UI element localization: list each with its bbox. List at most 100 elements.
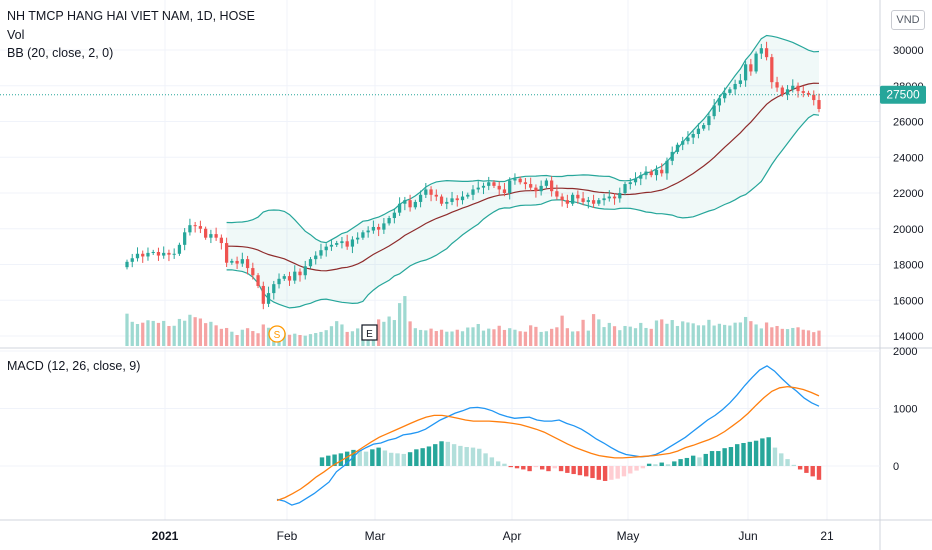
volume-bar bbox=[324, 330, 328, 346]
volume-bar bbox=[340, 324, 344, 346]
volume-bar bbox=[681, 321, 685, 346]
split-marker bbox=[268, 325, 286, 343]
price-tick-label: 24000 bbox=[893, 152, 924, 164]
candle-body bbox=[340, 241, 344, 244]
volume-bar bbox=[623, 325, 627, 346]
volume-bar bbox=[749, 321, 753, 346]
candle-body bbox=[130, 258, 134, 262]
candle-body bbox=[298, 271, 302, 276]
candle-body bbox=[413, 201, 417, 208]
volume-bar bbox=[219, 328, 223, 346]
currency-button[interactable]: VND bbox=[891, 10, 925, 30]
candle-body bbox=[612, 196, 617, 199]
histogram-bar bbox=[653, 464, 658, 466]
volume-bar bbox=[377, 319, 381, 346]
histogram-bar bbox=[621, 466, 627, 477]
candle-body bbox=[487, 182, 491, 186]
candle-body bbox=[764, 48, 769, 58]
histogram-bar bbox=[376, 447, 381, 466]
volume-bar bbox=[785, 329, 790, 346]
candle-body bbox=[686, 137, 690, 142]
histogram-bar bbox=[508, 466, 513, 468]
volume-bar bbox=[251, 331, 255, 346]
candle-body bbox=[266, 293, 271, 304]
candle-body bbox=[602, 198, 606, 201]
candle-body bbox=[749, 64, 753, 72]
candle-body bbox=[523, 182, 528, 185]
volume-bar bbox=[670, 320, 674, 346]
macd-label[interactable]: MACD (12, 26, close, 9) bbox=[7, 359, 141, 373]
histogram-bar bbox=[659, 462, 664, 466]
candle-body bbox=[796, 85, 800, 92]
histogram-bar bbox=[766, 437, 771, 466]
volume-bar bbox=[445, 331, 449, 346]
volume-bar bbox=[743, 316, 748, 346]
candle-body bbox=[502, 189, 507, 193]
histogram-bar bbox=[690, 455, 696, 466]
markers: 27500 S E bbox=[0, 85, 926, 343]
candle-body bbox=[665, 160, 669, 174]
bollinger-label[interactable]: BB (20, close, 2, 0) bbox=[7, 46, 114, 60]
volume-bar bbox=[382, 321, 386, 346]
histogram-bar bbox=[716, 451, 721, 466]
volume-bar bbox=[812, 332, 816, 346]
candle-body bbox=[607, 196, 611, 199]
volume-bar bbox=[408, 321, 412, 346]
volume-bar bbox=[607, 322, 611, 346]
candle-body bbox=[429, 189, 433, 195]
candle-body bbox=[361, 232, 365, 238]
candle-body bbox=[350, 239, 355, 247]
histogram-bar bbox=[439, 441, 444, 466]
volume-bar bbox=[397, 303, 402, 346]
candle-body bbox=[177, 244, 182, 254]
candle-body bbox=[534, 187, 538, 192]
volume-bar bbox=[424, 330, 428, 346]
candle-body bbox=[497, 185, 501, 190]
candle-body bbox=[235, 260, 239, 264]
price-tick-label: 30000 bbox=[893, 45, 924, 57]
volume-bar bbox=[649, 328, 653, 346]
histogram-bar bbox=[634, 466, 639, 471]
volume-bar bbox=[550, 328, 554, 346]
histogram-bar bbox=[665, 464, 671, 466]
volume-bar bbox=[314, 333, 318, 346]
volume-bar bbox=[245, 328, 250, 346]
candle-body bbox=[392, 212, 396, 219]
candle-body bbox=[581, 198, 585, 202]
volume-bar bbox=[686, 322, 690, 346]
histogram-bar bbox=[539, 466, 545, 470]
histogram-bar bbox=[772, 447, 778, 466]
volume-bar bbox=[513, 329, 517, 346]
price-axis[interactable]: 1400016000180002000022000240002600028000… bbox=[893, 45, 924, 473]
candle-body bbox=[565, 200, 569, 204]
volume-bar bbox=[665, 323, 669, 346]
volume-bar bbox=[691, 323, 695, 346]
time-axis[interactable]: 2021 Feb Mar Apr May Jun 21 bbox=[152, 529, 834, 543]
candle-body bbox=[570, 194, 575, 204]
volume-bar bbox=[806, 330, 811, 346]
histogram-bar bbox=[521, 466, 526, 470]
volume-bar bbox=[791, 327, 795, 346]
volume-bar bbox=[707, 319, 711, 346]
price-tick-label: 18000 bbox=[893, 260, 924, 272]
candle-body bbox=[644, 171, 648, 176]
candle-body bbox=[460, 196, 465, 201]
histogram-bar bbox=[672, 461, 677, 466]
candle-body bbox=[319, 250, 323, 256]
histogram-bar bbox=[426, 446, 432, 466]
volume-bar bbox=[418, 329, 423, 346]
candle-body bbox=[791, 85, 795, 90]
volume-bar bbox=[544, 331, 549, 346]
volume-bar bbox=[796, 327, 800, 346]
volume-bar bbox=[534, 326, 538, 346]
candle-body bbox=[314, 255, 318, 260]
volume-bar bbox=[654, 320, 659, 346]
histogram-bar bbox=[728, 447, 734, 466]
candle-body bbox=[366, 230, 370, 233]
volume-bar bbox=[230, 331, 234, 346]
volume-label[interactable]: Vol bbox=[7, 28, 25, 42]
volume-bar bbox=[728, 325, 732, 346]
time-tick-label: Jun bbox=[738, 529, 757, 543]
histogram-bar bbox=[433, 444, 438, 466]
